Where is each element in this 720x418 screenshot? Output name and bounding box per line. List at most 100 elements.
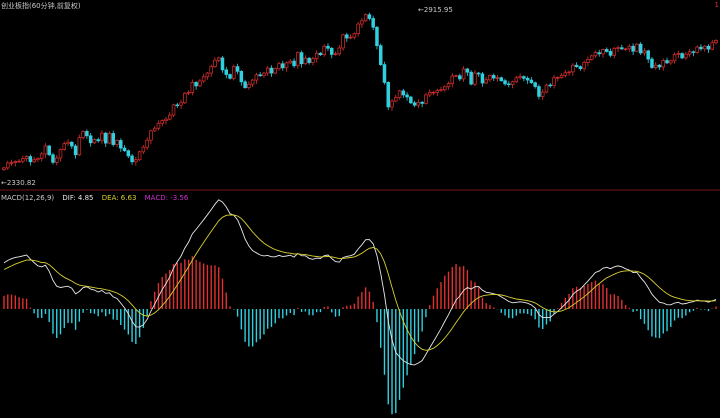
candle-body — [382, 64, 387, 83]
candle-body — [458, 75, 462, 80]
high-price-value: 2915.95 — [423, 6, 453, 14]
candle-body — [412, 102, 417, 106]
candle-body — [277, 63, 281, 70]
candle-body — [62, 143, 67, 150]
candle-body — [360, 20, 364, 25]
candle-body — [601, 49, 605, 55]
candle-body — [103, 132, 108, 144]
candle-body — [183, 92, 187, 104]
candle-body — [714, 40, 718, 44]
candle-body — [522, 76, 526, 79]
corner-mark: 1 — [714, 1, 719, 9]
dif-value: DIF: 4.85 — [62, 194, 94, 202]
candle-body — [582, 62, 586, 70]
candle-body — [194, 82, 198, 87]
candle-body — [288, 60, 293, 64]
candle-body — [88, 135, 93, 144]
candle-body — [710, 42, 714, 50]
candle-body — [137, 151, 142, 161]
candle-body — [100, 132, 104, 142]
candle-body — [119, 140, 123, 149]
candle-body — [160, 120, 164, 124]
candle-body — [152, 127, 157, 132]
candle-body — [567, 71, 571, 74]
candle-body — [141, 146, 146, 153]
candle-body — [296, 52, 300, 67]
candle-body — [47, 145, 51, 156]
candle-body — [21, 158, 25, 162]
candle-body — [220, 57, 225, 71]
candle-body — [529, 79, 534, 84]
candle-body — [405, 94, 409, 98]
candle-body — [265, 67, 270, 74]
candle-body — [495, 77, 500, 79]
high-price-label: ←2915.95 — [418, 6, 453, 14]
candle-body — [435, 90, 439, 93]
candle-body — [450, 75, 455, 84]
candle-body — [702, 45, 707, 50]
candle-body — [650, 58, 654, 68]
candle-body — [507, 83, 511, 86]
candle-body — [134, 159, 138, 163]
candle-body — [292, 60, 296, 67]
candle-body — [431, 91, 436, 94]
candle-body — [51, 154, 55, 163]
candle-body — [680, 53, 684, 59]
candle-body — [657, 64, 662, 68]
candle-body — [672, 54, 677, 62]
candle-body — [499, 77, 504, 82]
candle-body — [205, 72, 210, 78]
candle-body — [510, 81, 515, 85]
candle-body — [424, 94, 428, 104]
candle-body — [597, 52, 601, 55]
candle-body — [122, 147, 127, 152]
candle-body — [186, 91, 191, 94]
candle-body — [17, 160, 21, 163]
candle-body — [608, 51, 613, 56]
candle-body — [623, 48, 628, 51]
candle-body — [77, 137, 82, 156]
low-price-label: ←2330.82 — [1, 179, 36, 187]
candle-body — [164, 118, 168, 121]
candle-body — [66, 141, 70, 145]
candle-body — [446, 83, 451, 88]
candle-body — [322, 45, 326, 56]
low-price-value: 2330.82 — [6, 179, 36, 187]
dea-line — [3, 214, 717, 351]
candle-body — [488, 75, 492, 81]
candle-body — [439, 89, 443, 91]
candle-body — [115, 140, 119, 145]
candlestick-series — [2, 12, 718, 171]
dea-value: DEA: 6.63 — [101, 194, 137, 202]
candle-body — [378, 45, 383, 65]
candle-body — [281, 63, 285, 69]
candle-body — [326, 45, 330, 49]
candle-body — [9, 162, 14, 164]
candle-body — [179, 102, 183, 106]
candle-body — [58, 149, 63, 159]
candle-body — [401, 90, 406, 96]
candle-body — [273, 68, 277, 74]
candle-body — [258, 74, 262, 77]
candle-body — [473, 72, 477, 85]
candle-body — [24, 156, 29, 159]
candle-body — [589, 55, 594, 60]
candle-body — [107, 133, 112, 144]
candle-body — [254, 74, 259, 81]
candle-body — [81, 131, 85, 138]
candle-body — [386, 82, 391, 108]
candle-body — [299, 52, 304, 65]
macd-histogram — [3, 256, 717, 415]
candle-body — [6, 162, 10, 169]
candle-body — [149, 130, 153, 141]
candle-body — [397, 90, 402, 98]
candle-body — [548, 84, 552, 87]
candle-body — [631, 45, 635, 52]
candle-body — [605, 49, 609, 52]
macd-name: MACD(12,26,9) — [1, 194, 55, 202]
candle-body — [416, 101, 421, 106]
candle-body — [540, 91, 545, 97]
candle-body — [239, 70, 244, 83]
candle-body — [2, 167, 6, 171]
